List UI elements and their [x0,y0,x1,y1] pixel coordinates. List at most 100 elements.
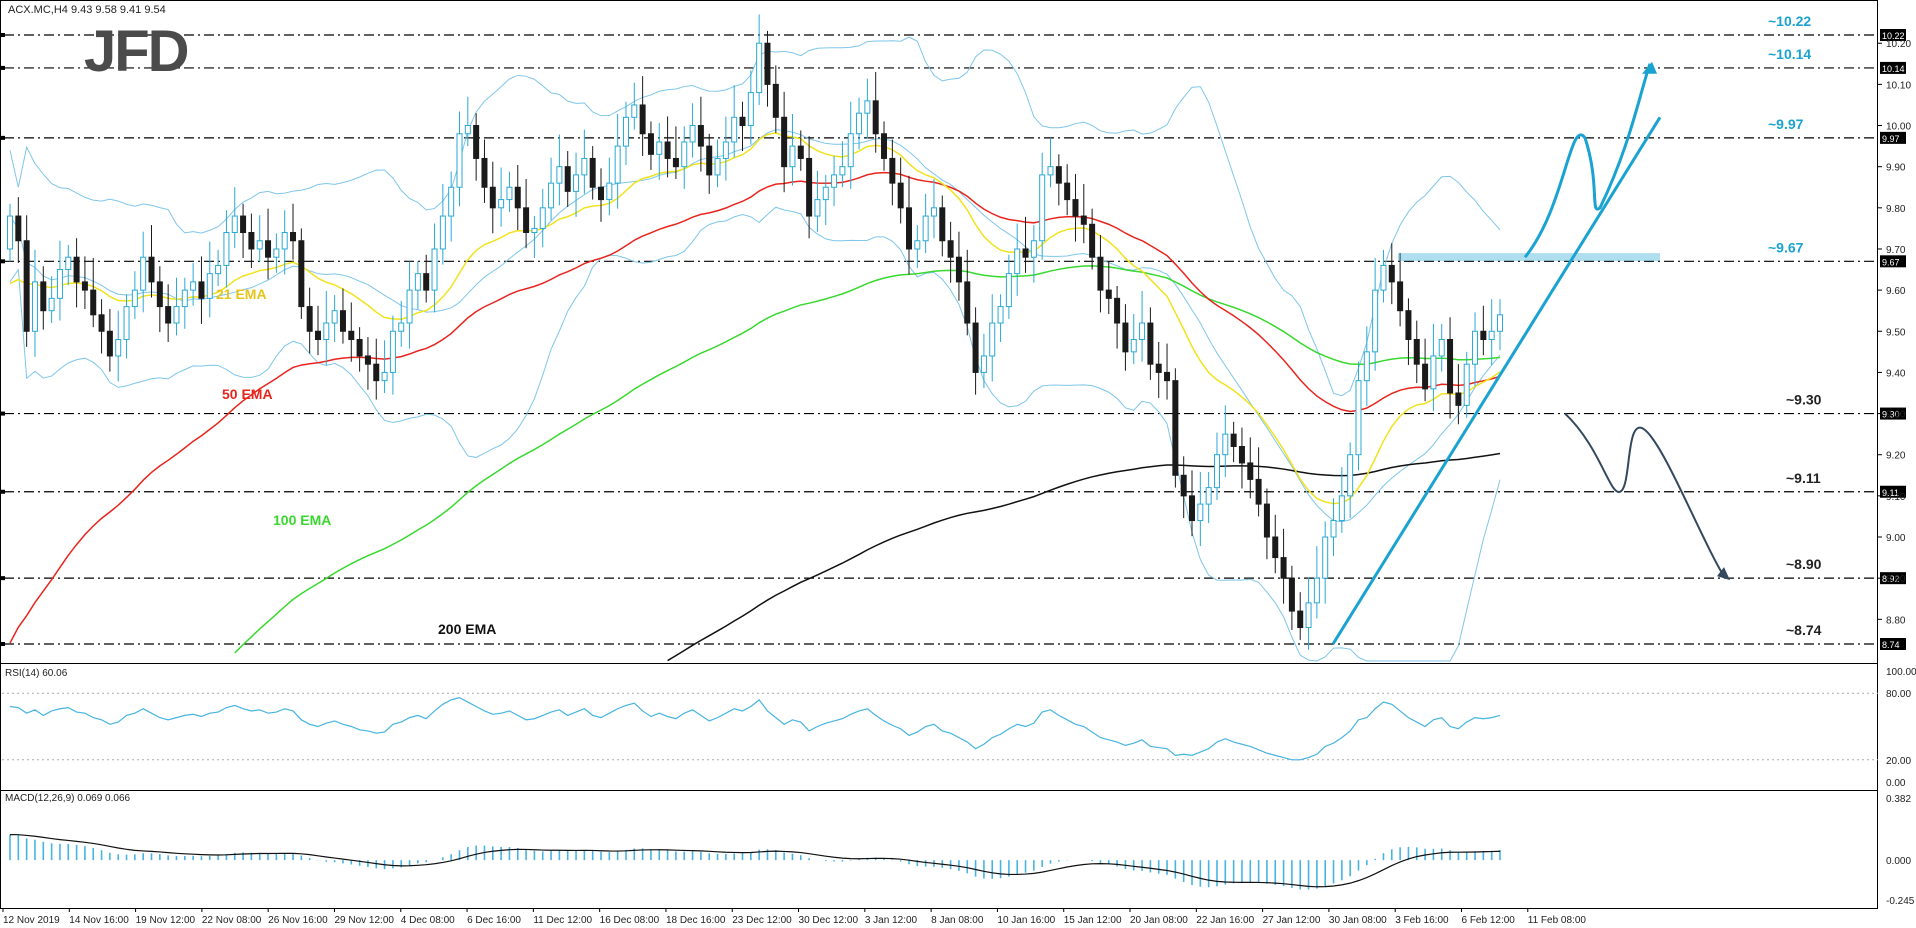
candle-body [1205,487,1212,505]
candle-body [31,281,38,332]
candle-body [1330,520,1337,538]
time-tick-label: 3 Jan 12:00 [865,915,918,926]
jfd-logo: JFD [84,19,190,84]
candle-body [398,322,405,332]
candle-body [1363,351,1370,382]
candle-body [7,215,13,250]
candle-body [864,100,871,114]
candle-body [989,322,996,357]
macd-tick-label: 0.000 [1886,856,1911,867]
candle-body [1197,503,1204,522]
candle-body [847,133,854,168]
candle-body [872,100,879,135]
candle-body [1072,199,1079,217]
level-marker [1,489,5,494]
level-marker [1,259,5,264]
price-axis: 10.20 10.10 10.00 9.90 9.80 9.70 9.60 9.50 9.40 9… [1878,39,1911,626]
candle-body [106,330,113,357]
level-label: ~8.90 [1786,556,1822,572]
candle-body [672,157,679,168]
candle-body [1172,380,1179,476]
time-tick-label: 4 Dec 08:00 [401,915,455,926]
macd-tick-label: 0.382 [1886,794,1911,805]
bollinger-lower [9,206,1501,662]
candle-body [1055,166,1062,184]
annotations [1331,61,1730,645]
candle-body [1372,289,1379,353]
ema-label: 21 EMA [216,286,267,302]
price-tick-label: 9.10 [1886,492,1906,503]
candle-body [331,310,338,324]
macd-panel-frame [0,790,1878,909]
candle-body [781,116,788,168]
candle-body [1180,474,1187,497]
time-tick-label: 22 Jan 16:00 [1196,915,1254,926]
candle-body [1255,478,1262,505]
price-tick-label: 8.90 [1886,574,1906,585]
time-tick-label: 30 Dec 12:00 [799,915,859,926]
candle-body [1480,330,1487,340]
candle-body [930,207,937,217]
candle-body [1422,363,1429,390]
candle-body [1247,462,1254,480]
time-tick-label: 6 Feb 12:00 [1461,915,1515,926]
candle-body [581,157,588,176]
time-tick-label: 19 Nov 12:00 [136,915,196,926]
price-tick-label: 8.80 [1886,615,1906,626]
candle-body [481,157,488,188]
ema100-line [234,265,1501,654]
candle-body [1030,240,1037,258]
price-tick-label: 9.90 [1886,163,1906,174]
candle-body [156,281,163,308]
candle-body [464,125,471,135]
candle-body [1347,454,1354,497]
rsi-tick-label: 100.00 [1886,667,1916,678]
candle-body [1497,314,1503,332]
candle-body [389,330,396,373]
candle-body [115,339,122,357]
candle-body [65,256,72,271]
candle-body [947,240,954,258]
macd-signal-line [9,834,1501,888]
candle-body [964,281,971,324]
candle-body [56,269,63,299]
time-tick-label: 26 Nov 16:00 [268,915,328,926]
resistance-zone [1398,253,1660,262]
candle-body [348,330,355,340]
level-label: ~10.22 [1768,13,1811,29]
candle-body [1130,339,1137,353]
candle-body [1313,577,1320,604]
candle-body [922,215,929,242]
candle-body [598,186,605,201]
candle-body [339,310,346,332]
candle-body [905,207,912,250]
level-marker [1,135,5,140]
candle-body [40,281,47,312]
candle-body [1405,310,1412,341]
time-tick-label: 18 Dec 16:00 [666,915,726,926]
ema50-line [9,171,1501,644]
time-tick-label: 11 Dec 12:00 [533,915,592,926]
candle-body [356,339,363,357]
candle-body [756,42,763,94]
candle-body [881,133,888,159]
candle-body [1263,503,1270,538]
price-tick-label: 9.40 [1886,368,1906,379]
candle-body [181,289,188,308]
time-tick-label: 14 Nov 16:00 [69,915,129,926]
candle-body [897,182,904,209]
candle-body [681,141,688,168]
rsi-line [9,696,1501,761]
candle-body [1122,322,1129,353]
price-tick-label: 9.30 [1886,410,1906,421]
candle-body [165,306,172,324]
candle-body [573,174,580,192]
price-tick-label: 9.80 [1886,204,1906,215]
candle-body [1080,215,1087,225]
level-box [1880,29,1906,41]
macd-title: MACD(12,26,9) 0.069 0.066 [5,793,131,804]
candle-body [1488,330,1495,340]
level-box-text: 10.14 [1882,64,1905,74]
price-tick-label: 10.20 [1886,39,1911,50]
